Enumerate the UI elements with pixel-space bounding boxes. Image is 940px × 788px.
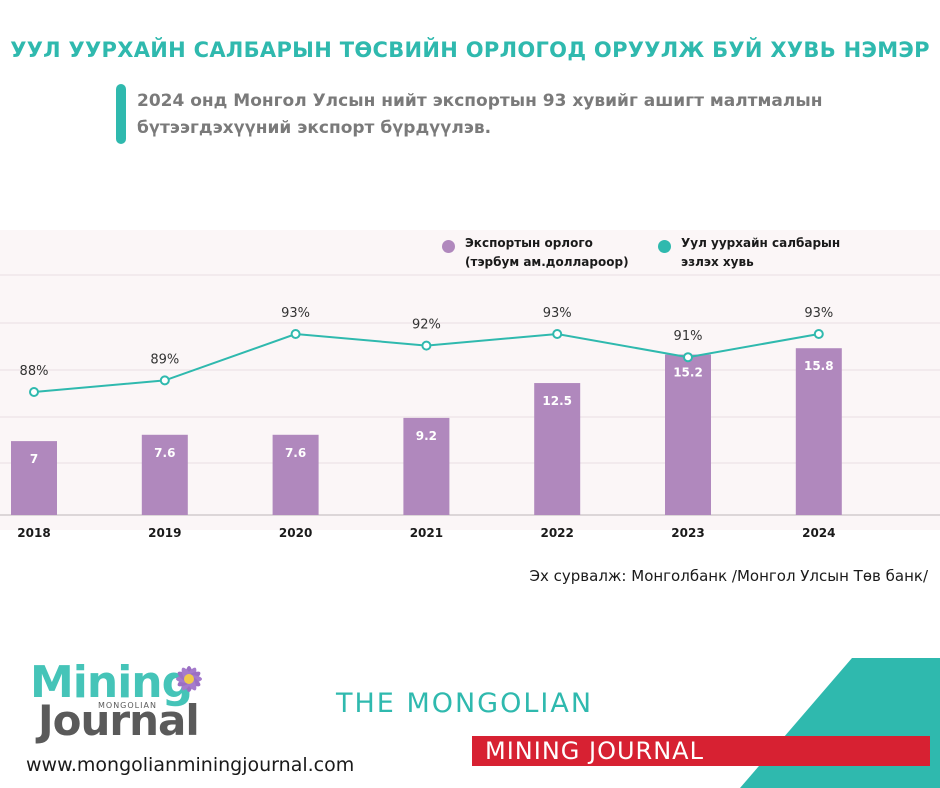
- mining-journal-logo: Mining Journal MONGOLIAN: [30, 660, 230, 750]
- line-value-label: 89%: [150, 352, 179, 367]
- source-note: Эх сурвалж: Монголбанк /Монгол Улсын Төв…: [529, 567, 928, 585]
- line-point: [683, 352, 693, 363]
- website-url: www.mongolianminingjournal.com: [26, 754, 355, 776]
- flower-icon: [176, 666, 202, 692]
- bar: [272, 434, 319, 515]
- line-point: [813, 329, 824, 339]
- bar: [141, 434, 188, 515]
- bar-value-label: 15.2: [673, 366, 703, 380]
- teal-triangle-decoration: [740, 658, 940, 788]
- line-value-label: 93%: [543, 306, 572, 321]
- bar: [403, 417, 450, 515]
- line-value-label: 92%: [412, 318, 441, 333]
- line-point: [159, 375, 170, 386]
- legend-swatch-bars: [442, 240, 455, 253]
- page-title: УУЛ УУРХАЙН САЛБАРЫН ТӨСВИЙН ОРЛОГОД ОРУ…: [10, 38, 930, 62]
- chart-panel: 7 7.6 7.6 9.2 12.5 15.2 15.8 2018 2019 2020 2021 20…: [0, 230, 940, 550]
- bar-value-label: 7: [30, 452, 38, 466]
- legend-label-bars: Экспортын орлого (тэрбум ам.доллароор): [465, 236, 629, 269]
- brand-red-band: [472, 736, 930, 766]
- combo-chart: 7 7.6 7.6 9.2 12.5 15.2 15.8 2018 2019 2020 2021 20…: [0, 230, 940, 540]
- page-subtitle: 2024 онд Монгол Улсын нийт экспортын 93 …: [137, 91, 823, 138]
- x-tick-label: 2019: [148, 526, 181, 540]
- line-value-label: 93%: [281, 306, 310, 321]
- legend-item-bars: Экспортын орлого (тэрбум ам.доллароор): [442, 234, 643, 272]
- line-point: [421, 340, 432, 351]
- legend-label-line: Уул уурхайн салбарын эзлэх хувь: [681, 236, 841, 269]
- legend-swatch-line: [658, 240, 671, 253]
- x-tick-label: 2020: [279, 526, 312, 540]
- brand-title-line1: THE MONGOLIAN: [336, 688, 594, 719]
- brand-title-line2: MINING JOURNAL: [485, 737, 704, 765]
- logo-word-mongolian: MONGOLIAN: [96, 701, 159, 710]
- bar: [795, 348, 842, 515]
- x-tick-label: 2023: [671, 526, 704, 540]
- logo-word-mining: Mining: [30, 657, 193, 708]
- bar: [11, 441, 57, 515]
- bar: [534, 383, 581, 515]
- line-point: [552, 329, 563, 339]
- line-value-label: 88%: [20, 364, 49, 379]
- subtitle-accent-bar: [116, 84, 126, 144]
- line-point: [290, 329, 301, 339]
- bar: [665, 354, 711, 515]
- x-tick-label: 2018: [17, 526, 50, 540]
- bar-value-label: 7.6: [154, 446, 175, 460]
- bar-value-label: 9.2: [416, 429, 437, 443]
- line-value-label: 91%: [674, 329, 703, 344]
- bar-value-label: 15.8: [804, 359, 834, 373]
- legend-item-line: Уул уурхайн салбарын эзлэх хувь: [658, 234, 859, 272]
- x-tick-label: 2024: [802, 526, 835, 540]
- line-value-label: 93%: [804, 306, 833, 321]
- line-point: [29, 387, 39, 397]
- x-tick-label: 2022: [540, 526, 573, 540]
- bar-value-label: 7.6: [285, 446, 306, 460]
- bar-value-label: 12.5: [542, 394, 572, 408]
- x-tick-label: 2021: [410, 526, 443, 540]
